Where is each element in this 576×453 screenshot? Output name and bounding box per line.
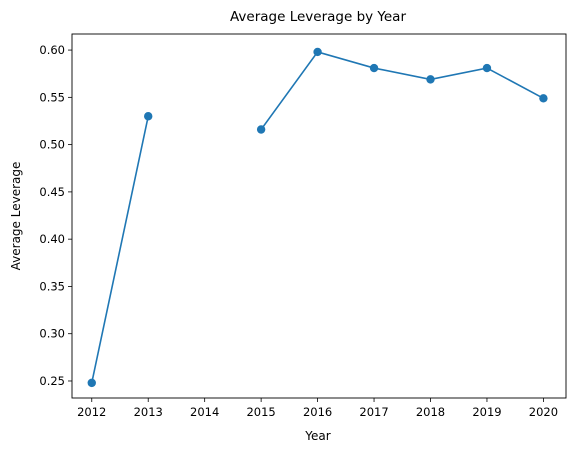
data-point-2018 — [426, 75, 435, 84]
x-tick-label: 2017 — [359, 405, 388, 419]
y-tick-label: 0.45 — [39, 185, 65, 199]
x-tick-label: 2020 — [529, 405, 558, 419]
y-tick-label: 0.50 — [39, 138, 65, 152]
x-tick-label: 2012 — [77, 405, 106, 419]
x-axis-label: Year — [304, 429, 330, 443]
data-point-2020 — [539, 94, 548, 103]
series-layer — [87, 47, 548, 388]
series-line — [90, 116, 149, 384]
data-point-2016 — [313, 47, 322, 57]
data-point-2015 — [256, 125, 266, 134]
axis-ticks: 2012 2013 2014 2015 2016 2017 2018 2019 2020 0.25… — [39, 43, 558, 419]
y-tick-label: 0.35 — [39, 279, 65, 293]
data-point-2012 — [87, 378, 96, 388]
series-line — [260, 51, 544, 130]
y-tick-label: 0.40 — [39, 232, 65, 246]
y-tick-label: 0.25 — [39, 374, 65, 388]
x-tick-label: 2018 — [416, 405, 445, 419]
x-tick-label: 2016 — [303, 405, 332, 419]
y-tick-label: 0.60 — [39, 43, 65, 57]
data-point-2013 — [144, 112, 153, 121]
y-tick-label: 0.55 — [39, 90, 65, 104]
data-point-2019 — [482, 63, 492, 73]
chart-title: Average Leverage by Year — [230, 9, 406, 25]
y-axis-label: Average Leverage — [9, 162, 23, 271]
y-tick-label: 0.30 — [39, 327, 65, 341]
data-point-2017 — [369, 63, 379, 73]
x-tick-label: 2014 — [190, 405, 219, 419]
x-tick-label: 2013 — [134, 405, 163, 419]
x-tick-label: 2019 — [472, 405, 501, 419]
axes-frame — [71, 33, 567, 399]
x-tick-label: 2015 — [246, 405, 275, 419]
